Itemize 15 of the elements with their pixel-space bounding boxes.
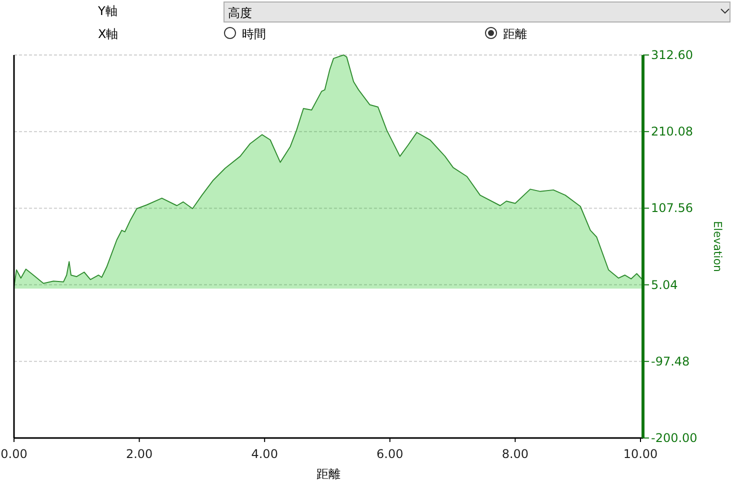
controls: Y軸 高度 X軸 時間 距離: [98, 2, 730, 41]
x-tick-label: 0.00: [0, 447, 28, 461]
y-tick-label: 107.56: [651, 201, 693, 216]
y-axis-title: Elevation: [711, 220, 724, 272]
y-tick-label: 5.04: [651, 278, 678, 292]
x-tick-label: 4.00: [251, 447, 278, 461]
y-tick-label: -200.00: [651, 431, 698, 445]
y-tick-label: 210.08: [651, 124, 693, 139]
x-tick-label: 6.00: [376, 447, 404, 461]
x-axis-title: 距離: [316, 467, 340, 481]
x-tick-label: 8.00: [502, 447, 529, 461]
x-tick-label: 2.00: [126, 447, 153, 461]
y-tick-label: -97.48: [651, 354, 690, 368]
y-tick-label: 312.60: [651, 48, 693, 62]
x-tick-label: 10.00: [623, 447, 658, 461]
